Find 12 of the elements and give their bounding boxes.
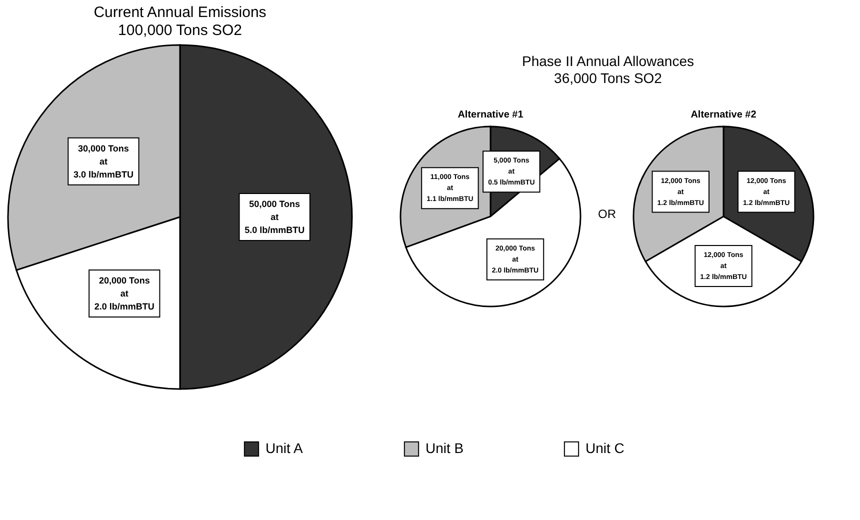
chart-title: Alternative #2: [690, 110, 757, 120]
data-label: 30,000 Tons at 3.0 lb/mmBTU: [73, 143, 134, 180]
chart-title: Current Annual Emissions: [94, 4, 266, 21]
text: OR: [598, 207, 616, 221]
chart-title: Alternative #1: [458, 110, 524, 120]
text: Phase II Annual Allowances 36,000 Tons SO2: [522, 53, 694, 86]
legend-label: Unit C: [586, 440, 624, 456]
legend-label: Unit A: [266, 440, 304, 456]
legend-label: Unit B: [426, 440, 464, 456]
chart-subtitle: 100,000 Tons SO2: [118, 22, 242, 39]
data-label: 50,000 Tons at 5.0 lb/mmBTU: [244, 199, 305, 235]
data-label: 20,000 Tons at 2.0 lb/mmBTU: [94, 276, 154, 312]
